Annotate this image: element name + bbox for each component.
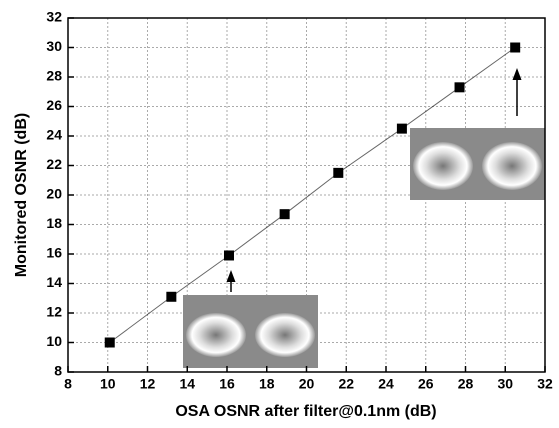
y-tick-label: 8	[54, 363, 62, 379]
x-tick-label: 24	[378, 376, 394, 392]
x-tick-label: 28	[458, 376, 474, 392]
y-tick-label: 20	[46, 186, 62, 202]
y-tick-label: 14	[46, 274, 62, 290]
eye	[255, 313, 315, 357]
marker	[510, 43, 520, 53]
y-tick-label: 30	[46, 38, 62, 54]
y-tick-label: 26	[46, 97, 62, 113]
y-tick-label: 18	[46, 215, 62, 231]
eye	[186, 313, 246, 357]
marker	[333, 168, 343, 178]
y-tick-label: 32	[46, 9, 62, 25]
marker	[224, 250, 234, 260]
y-tick-label: 22	[46, 156, 62, 172]
x-axis-label: OSA OSNR after filter@0.1nm (dB)	[175, 403, 436, 420]
x-tick-label: 26	[418, 376, 434, 392]
marker	[166, 292, 176, 302]
x-tick-label: 20	[299, 376, 315, 392]
x-tick-label: 10	[100, 376, 116, 392]
page: {"chart_data": {"type": "line", "x_label…	[0, 0, 559, 428]
y-axis-label: Monitored OSNR (dB)	[13, 113, 30, 277]
marker	[455, 82, 465, 92]
x-tick-label: 18	[259, 376, 275, 392]
x-tick-label: 8	[64, 376, 72, 392]
marker	[280, 209, 290, 219]
x-tick-label: 16	[219, 376, 235, 392]
insets	[183, 74, 545, 368]
x-tick-label: 32	[537, 376, 553, 392]
y-tick-label: 12	[46, 304, 62, 320]
x-tick-label: 12	[140, 376, 156, 392]
marker	[397, 124, 407, 134]
x-tick-label: 30	[497, 376, 513, 392]
chart: OSA OSNR after filter@0.1nm (dB) Monitor…	[0, 0, 559, 428]
y-tick-label: 16	[46, 245, 62, 261]
y-tick-label: 28	[46, 68, 62, 84]
marker	[105, 338, 115, 348]
y-tick-label: 24	[46, 127, 62, 143]
x-tick-label: 22	[338, 376, 354, 392]
x-tick-label: 14	[179, 376, 195, 392]
eye	[482, 142, 542, 190]
eye	[413, 142, 473, 190]
y-tick-label: 10	[46, 333, 62, 349]
